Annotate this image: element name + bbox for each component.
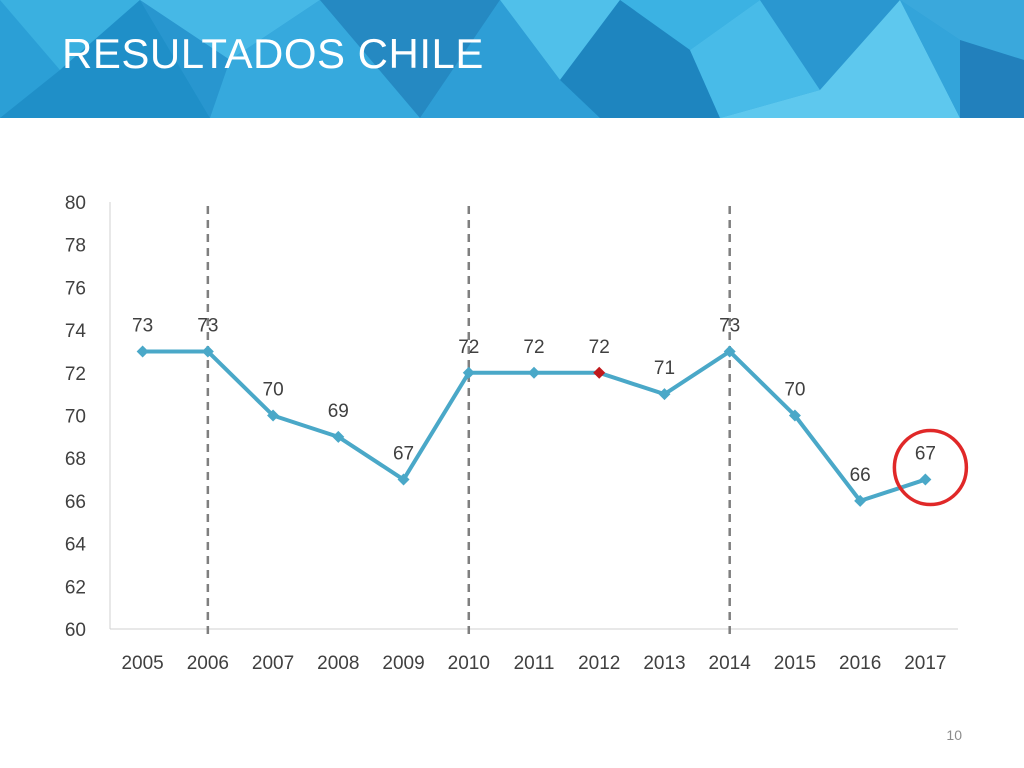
data-label-2014: 73 <box>719 315 740 336</box>
data-label-2006: 73 <box>197 315 218 336</box>
x-tick-label: 2012 <box>578 653 620 674</box>
y-tick-label: 60 <box>65 620 86 641</box>
y-tick-label: 64 <box>65 535 87 556</box>
x-tick-label: 2017 <box>904 653 946 674</box>
data-label-2012: 72 <box>589 337 610 358</box>
data-label-2008: 69 <box>328 401 349 422</box>
data-point-2011 <box>528 366 540 379</box>
data-point-2010 <box>462 366 475 379</box>
data-label-2010: 72 <box>458 337 479 358</box>
slide-number: 10 <box>946 727 962 743</box>
data-point-2014 <box>723 345 736 358</box>
x-tick-label: 2009 <box>382 653 424 674</box>
data-point-2007 <box>267 409 280 422</box>
data-point-2015 <box>788 409 801 422</box>
x-tick-label: 2016 <box>839 653 881 674</box>
slide-title: RESULTADOS CHILE <box>62 30 484 77</box>
header-banner: RESULTADOS CHILE <box>0 0 1024 118</box>
banner-pattern <box>0 0 1024 118</box>
y-tick-label: 70 <box>65 407 86 428</box>
y-tick-label: 62 <box>65 577 86 598</box>
y-tick-label: 74 <box>65 321 87 342</box>
y-tick-label: 68 <box>65 449 86 470</box>
data-label-2016: 66 <box>850 465 871 486</box>
data-point-2013 <box>658 388 671 401</box>
data-label-2013: 71 <box>654 358 675 379</box>
x-tick-label: 2015 <box>774 653 816 674</box>
data-point-2012 <box>593 366 606 379</box>
x-tick-label: 2011 <box>514 653 555 674</box>
data-label-2017: 67 <box>915 444 936 465</box>
y-tick-label: 76 <box>65 278 86 299</box>
y-tick-label: 66 <box>65 492 86 513</box>
data-point-2017 <box>919 473 932 486</box>
y-tick-label: 72 <box>65 364 86 385</box>
data-point-2006 <box>201 345 214 358</box>
data-point-2009 <box>397 473 410 486</box>
y-tick-label: 80 <box>65 193 86 214</box>
data-point-2008 <box>332 430 345 443</box>
x-tick-label: 2010 <box>448 653 490 674</box>
x-tick-label: 2013 <box>643 653 685 674</box>
highlight-circle <box>892 428 969 507</box>
data-point-2005 <box>136 345 149 358</box>
x-tick-label: 2008 <box>317 653 359 674</box>
data-label-2009: 67 <box>393 444 414 465</box>
x-tick-label: 2006 <box>187 653 229 674</box>
data-label-2011: 72 <box>523 337 544 358</box>
data-label-2005: 73 <box>132 315 153 336</box>
data-label-2007: 70 <box>263 380 284 401</box>
x-tick-label: 2005 <box>121 653 163 674</box>
x-tick-label: 2007 <box>252 653 294 674</box>
x-tick-label: 2014 <box>709 653 752 674</box>
data-point-2016 <box>854 494 867 507</box>
data-label-2015: 70 <box>784 380 805 401</box>
y-tick-label: 78 <box>65 236 86 257</box>
